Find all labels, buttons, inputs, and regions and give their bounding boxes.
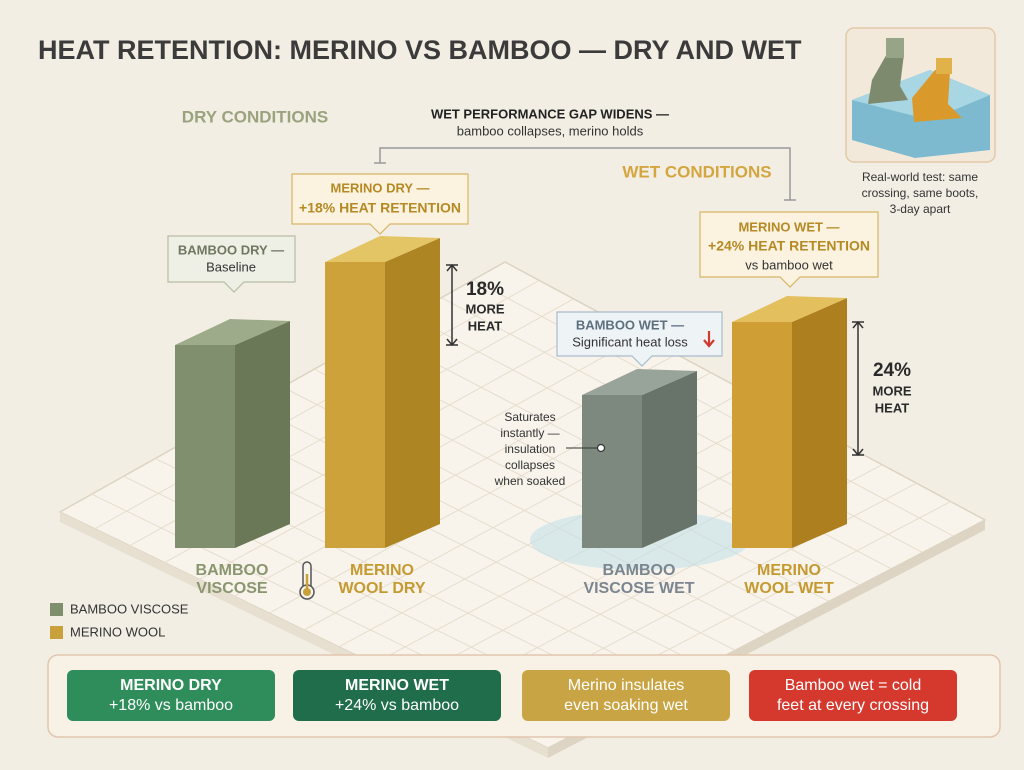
legend-label: MERINO WOOL <box>70 624 165 639</box>
summary-card <box>67 670 275 721</box>
annotation-text: when soaked <box>494 474 566 488</box>
bar-front <box>732 322 792 548</box>
legend-label: BAMBOO VISCOSE <box>70 601 189 616</box>
bar-top <box>325 236 440 262</box>
bar <box>732 296 847 548</box>
legend-swatch <box>50 603 63 616</box>
gap-indicator: 24% MORE HEAT <box>852 320 912 457</box>
photo-caption: crossing, same boots, <box>862 186 979 200</box>
bar-label: BAMBOO <box>603 562 676 579</box>
gap-indicator: 18% MORE HEAT <box>446 263 505 347</box>
bar-front <box>175 345 235 548</box>
callout-title: MERINO DRY — <box>331 180 430 195</box>
callout: MERINO WET — +24% HEAT RETENTION vs bamb… <box>699 211 879 288</box>
bar-top <box>582 369 697 395</box>
summary-card <box>293 670 501 721</box>
callout: MERINO DRY — +18% HEAT RETENTION <box>291 173 469 235</box>
summary-text: feet at every crossing <box>777 697 929 714</box>
summary-strip: MERINO DRY +18% vs bamboo MERINO WET +24… <box>47 654 1001 738</box>
callout-text: Baseline <box>206 259 256 274</box>
summary-text: MERINO DRY <box>120 677 222 694</box>
callout-text: +24% HEAT RETENTION <box>708 238 870 254</box>
gap-bracket <box>374 147 796 201</box>
bar-label: VISCOSE <box>196 580 267 597</box>
callout: BAMBOO DRY — Baseline <box>167 235 296 293</box>
gap-value: 24% <box>873 360 911 381</box>
callout-text: +18% HEAT RETENTION <box>299 200 461 216</box>
bar <box>582 369 697 548</box>
bar-top <box>175 319 290 345</box>
summary-text: +18% vs bamboo <box>109 697 233 714</box>
callout-note: vs bamboo wet <box>745 257 833 272</box>
summary-text: Merino insulates <box>568 677 685 694</box>
bar-side <box>792 298 847 548</box>
bar-label: MERINO <box>350 562 414 579</box>
summary-text: MERINO WET <box>345 677 449 694</box>
photo-caption: 3-day apart <box>890 202 951 216</box>
bar-label: BAMBOO <box>196 562 269 579</box>
photo: Real-world test: same crossing, same boo… <box>845 27 996 216</box>
callout: BAMBOO WET — Significant heat loss <box>556 311 723 367</box>
bar-label: MERINO <box>757 562 821 579</box>
bar <box>175 319 290 548</box>
title: HEAT RETENTION: MERINO VS BAMBOO — DRY A… <box>38 35 802 65</box>
bar-front <box>582 395 642 548</box>
callout-title: MERINO WET — <box>738 219 839 234</box>
gap-note-subtitle: bamboo collapses, merino holds <box>457 123 644 138</box>
bar-label: WOOL DRY <box>338 580 425 597</box>
summary-card <box>522 670 730 721</box>
gap-label: MORE <box>466 301 505 316</box>
gap-note-title: WET PERFORMANCE GAP WIDENS — <box>431 106 669 121</box>
gap-label: MORE <box>873 383 912 398</box>
summary-card <box>749 670 957 721</box>
bar-side <box>385 238 440 548</box>
annotation-text: instantly — <box>500 426 559 440</box>
annotation-text: collapses <box>505 458 555 472</box>
annotation-text: insulation <box>505 442 556 456</box>
callout-title: BAMBOO DRY — <box>178 242 284 257</box>
summary-text: even soaking wet <box>564 697 688 714</box>
bar-front <box>325 262 385 548</box>
annotation-text: Saturates <box>504 410 555 424</box>
photo-caption: Real-world test: same <box>862 170 978 184</box>
section-label: WET CONDITIONS <box>622 162 771 181</box>
floor-grid <box>472 279 955 537</box>
annotation: Saturates instantly — insulation collaps… <box>494 410 606 488</box>
summary-text: +24% vs bamboo <box>335 697 459 714</box>
section-label: DRY CONDITIONS <box>182 107 328 126</box>
gap-label: HEAT <box>875 400 909 415</box>
bar-side <box>642 371 697 548</box>
bar-label: VISCOSE WET <box>583 580 694 597</box>
thermometer-icon <box>299 561 315 600</box>
callout-text: Significant heat loss <box>572 334 688 349</box>
gap-value: 18% <box>466 279 504 300</box>
legend: BAMBOO VISCOSE MERINO WOOL <box>50 601 189 639</box>
gap-label: HEAT <box>468 318 502 333</box>
summary-text: Bamboo wet = cold <box>785 677 922 694</box>
bar <box>325 236 440 548</box>
bar-top <box>732 296 847 322</box>
bar-label: WOOL WET <box>744 580 834 597</box>
bar-side <box>235 321 290 548</box>
legend-swatch <box>50 626 63 639</box>
callout-title: BAMBOO WET — <box>576 317 684 332</box>
